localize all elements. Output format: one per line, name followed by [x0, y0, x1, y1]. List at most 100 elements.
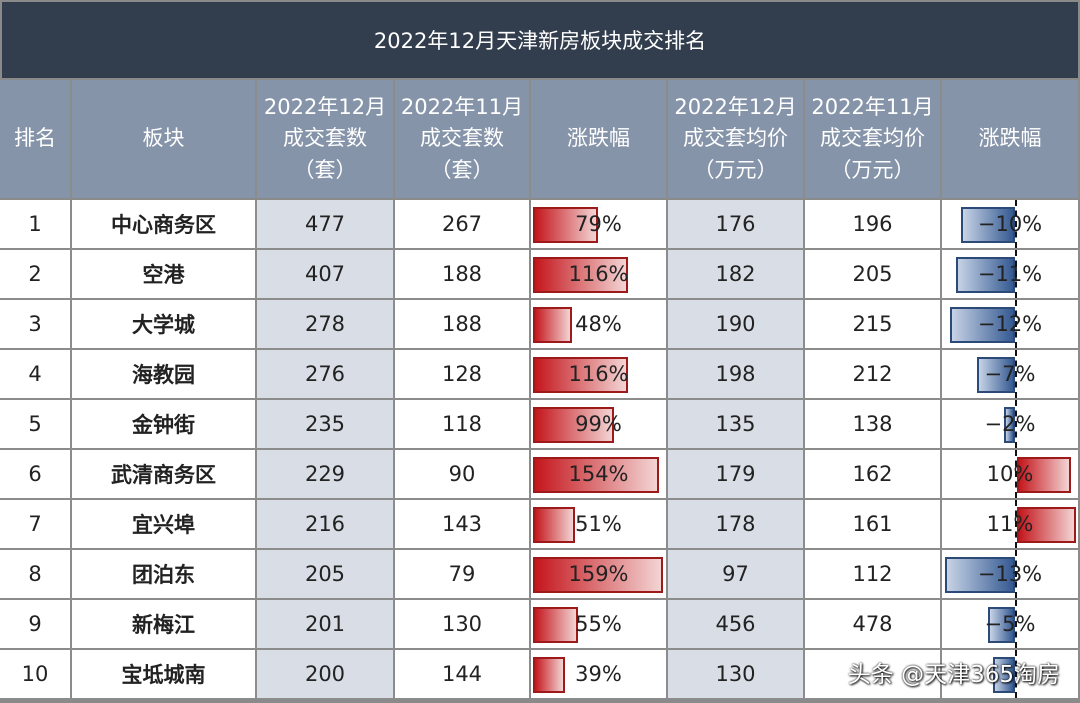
rank-text: 9	[28, 612, 42, 636]
table-row: 1 中心商务区 477 267 79% 176 196 −10%	[0, 200, 1080, 250]
dec-units-text: 216	[304, 512, 346, 536]
area-cell: 大学城	[72, 300, 257, 350]
header-cell: 涨跌幅	[942, 80, 1080, 198]
dec-price-text: 176	[715, 212, 756, 236]
dec-units-cell: 276	[257, 350, 395, 400]
dec-price-cell: 456	[668, 600, 805, 650]
header-cell: 板块	[72, 80, 257, 198]
unit-change-text: 116%	[568, 262, 629, 286]
dec-price-cell: 190	[668, 300, 805, 350]
rank-cell: 1	[0, 200, 72, 250]
rank-cell: 7	[0, 500, 72, 550]
price-change-cell: −11%	[942, 250, 1080, 300]
price-change-cell: −13%	[942, 550, 1080, 600]
price-change-text: 11%	[986, 512, 1034, 536]
table-row: 2 空港 407 188 116% 182 205 −11%	[0, 250, 1080, 300]
unit-change-cell: 154%	[531, 450, 668, 500]
nov-price-cell: 196	[805, 200, 942, 250]
dec-units-cell: 278	[257, 300, 395, 350]
dec-units-cell: 205	[257, 550, 395, 600]
price-change-bar	[988, 607, 1015, 643]
area-text: 海教园	[132, 363, 195, 387]
zero-line	[1015, 450, 1017, 498]
nov-units-cell: 188	[395, 300, 531, 350]
unit-change-bar	[533, 207, 598, 243]
dec-units-cell: 407	[257, 250, 395, 300]
unit-change-cell: 99%	[531, 400, 668, 450]
area-cell: 金钟街	[72, 400, 257, 450]
unit-change-cell: 39%	[531, 650, 668, 700]
watermark: 头条 @天津365淘房	[847, 662, 1060, 688]
nov-price-cell: 205	[805, 250, 942, 300]
nov-units-text: 79	[448, 562, 476, 586]
nov-price-text: 205	[852, 262, 893, 286]
dec-units-cell: 477	[257, 200, 395, 250]
unit-change-cell: 48%	[531, 300, 668, 350]
ranking-table: 排名 板块 2022年12月 成交套数 （套） 2022年11月 成交套数 （套） 涨跌…	[0, 80, 1080, 703]
dec-units-cell: 201	[257, 600, 395, 650]
dec-units-text: 201	[304, 612, 346, 636]
nov-units-text: 118	[441, 412, 483, 436]
zero-line	[1015, 400, 1017, 448]
area-text: 中心商务区	[111, 213, 216, 237]
rank-cell: 2	[0, 250, 72, 300]
price-change-text: −7%	[984, 362, 1036, 386]
dec-units-text: 407	[304, 262, 346, 286]
area-text: 金钟街	[132, 413, 195, 437]
dec-price-text: 198	[715, 362, 756, 386]
table-row: 6 武清商务区 229 90 154% 179 162 10%	[0, 450, 1080, 500]
price-change-text: −13%	[977, 562, 1043, 586]
unit-change-cell: 116%	[531, 250, 668, 300]
unit-change-bar	[533, 457, 660, 493]
dec-price-text: 130	[715, 662, 756, 686]
dec-price-cell: 135	[668, 400, 805, 450]
dec-units-cell: 216	[257, 500, 395, 550]
nov-units-cell: 143	[395, 500, 531, 550]
dec-units-text: 229	[304, 462, 346, 486]
nov-price-text: 112	[852, 562, 893, 586]
table-row: 3 大学城 278 188 48% 190 215 −12%	[0, 300, 1080, 350]
area-text: 新梅江	[132, 613, 195, 637]
nov-units-cell: 144	[395, 650, 531, 700]
zero-line	[1015, 250, 1017, 298]
area-text: 宜兴埠	[132, 513, 195, 537]
nov-price-cell: 162	[805, 450, 942, 500]
dec-price-cell: 182	[668, 250, 805, 300]
area-text: 宝坻城南	[121, 663, 206, 687]
unit-change-cell: 55%	[531, 600, 668, 650]
nov-units-cell: 90	[395, 450, 531, 500]
rank-cell: 6	[0, 450, 72, 500]
price-change-cell: 10%	[942, 450, 1080, 500]
area-cell: 团泊东	[72, 550, 257, 600]
nov-units-text: 188	[441, 262, 483, 286]
unit-change-text: 116%	[568, 362, 629, 386]
dec-units-cell: 229	[257, 450, 395, 500]
nov-price-text: 196	[852, 212, 893, 236]
table-row: 10 宝坻城南 200 144 39% 130	[0, 650, 1080, 700]
nov-units-cell: 118	[395, 400, 531, 450]
rank-text: 2	[28, 262, 42, 286]
dec-price-cell: 198	[668, 350, 805, 400]
unit-change-cell: 116%	[531, 350, 668, 400]
nov-units-text: 90	[448, 462, 476, 486]
rank-text: 8	[28, 562, 42, 586]
price-change-text: −2%	[984, 412, 1036, 436]
price-change-bar	[944, 557, 1015, 593]
nov-units-text: 144	[441, 662, 483, 686]
rank-cell: 4	[0, 350, 72, 400]
area-cell: 新梅江	[72, 600, 257, 650]
price-change-bar	[950, 307, 1015, 343]
nov-units-cell: 79	[395, 550, 531, 600]
rank-text: 7	[28, 512, 42, 536]
nov-price-cell: 478	[805, 600, 942, 650]
price-change-text: −5%	[984, 612, 1036, 636]
table-row: 8 团泊东 205 79 159% 97 112 −13%	[0, 550, 1080, 600]
rank-text: 6	[28, 462, 42, 486]
dec-units-cell: 200	[257, 650, 395, 700]
zero-line	[1015, 350, 1017, 398]
header-cell: 2022年12月 成交套均价 （万元）	[668, 80, 805, 198]
nov-units-cell: 128	[395, 350, 531, 400]
unit-change-bar	[533, 357, 629, 393]
header-row: 排名 板块 2022年12月 成交套数 （套） 2022年11月 成交套数 （套） 涨跌…	[0, 80, 1080, 198]
area-text: 武清商务区	[111, 463, 216, 487]
